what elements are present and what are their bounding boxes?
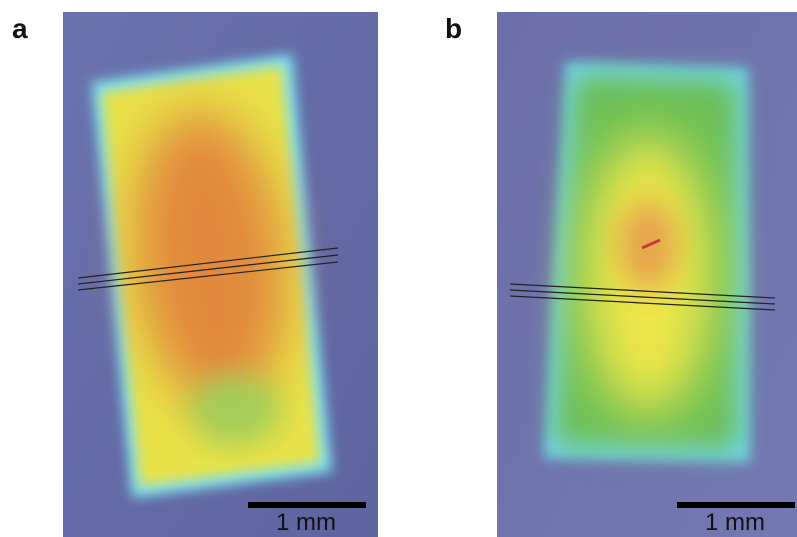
panel-label: a xyxy=(12,13,28,44)
scan-lines xyxy=(509,283,776,311)
scan-lines xyxy=(77,247,339,291)
panel-a: a 1 mm xyxy=(12,12,378,537)
scale-bar-label: 1 mm xyxy=(705,509,765,536)
scale-bar-label: 1 mm xyxy=(276,509,336,536)
panel-label: b xyxy=(445,13,462,44)
cool-region xyxy=(190,375,280,445)
hot-region xyxy=(133,110,287,410)
scale-bar xyxy=(677,502,795,508)
hot-spot xyxy=(641,238,661,250)
scale-bar xyxy=(248,502,366,508)
panel-b: b 1 mm xyxy=(445,12,797,537)
